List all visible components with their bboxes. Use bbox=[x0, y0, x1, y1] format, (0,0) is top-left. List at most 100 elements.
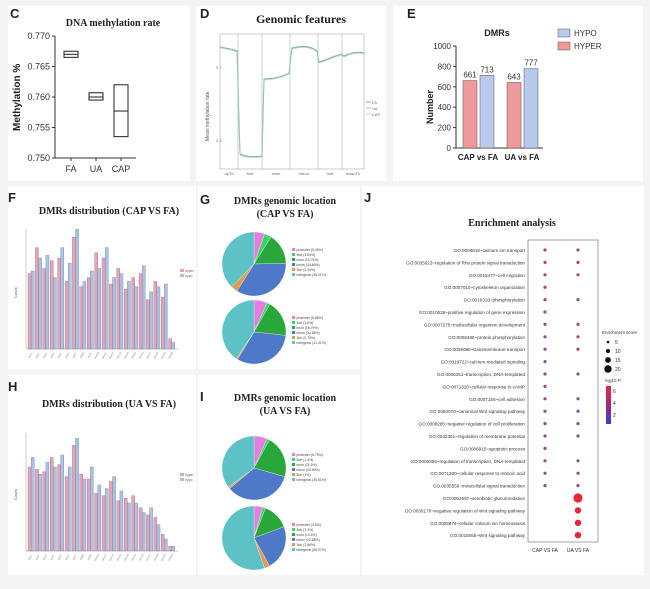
bar-hyper bbox=[64, 281, 69, 350]
dot-cap bbox=[543, 409, 547, 413]
chr-label: chr15 bbox=[130, 351, 137, 360]
bar-hypo bbox=[149, 507, 153, 552]
go-term-label: GO:0016310~phosphorylation bbox=[464, 298, 526, 303]
bar-hypo bbox=[90, 270, 94, 350]
bar-hyper bbox=[146, 299, 150, 350]
bar-hypo bbox=[38, 474, 42, 552]
bar-hypo bbox=[75, 229, 79, 350]
legend-swatch bbox=[292, 533, 295, 536]
dot-cap bbox=[543, 360, 547, 364]
bar-hypo bbox=[97, 484, 101, 552]
color-legend-tick: 2 bbox=[613, 413, 616, 419]
dot-ua bbox=[576, 298, 580, 302]
x-tick-label: CAP bbox=[112, 164, 131, 174]
bar-hypo bbox=[45, 255, 50, 350]
legend-label: 3utr (3.34%) bbox=[297, 268, 316, 272]
y-tick-label: 800 bbox=[438, 62, 452, 71]
bar-hyper bbox=[64, 476, 69, 552]
dot-cap bbox=[543, 384, 547, 388]
chr-label: chr13 bbox=[115, 351, 122, 360]
bar-hyper bbox=[124, 498, 128, 552]
panel-i-title-line2: (UA VS FA) bbox=[259, 406, 311, 417]
bar-hypo bbox=[30, 270, 35, 350]
bar-hypo bbox=[127, 502, 131, 552]
legend-swatch bbox=[292, 263, 295, 266]
bar-hypo bbox=[60, 454, 64, 552]
dot-cap bbox=[543, 322, 547, 326]
dot-ua bbox=[576, 484, 580, 488]
dot-ua bbox=[576, 397, 580, 401]
color-legend-tick: 4 bbox=[613, 401, 616, 407]
legend-swatch bbox=[292, 538, 295, 541]
bar-hypo bbox=[523, 68, 539, 149]
dot-ua bbox=[576, 322, 580, 326]
legend-label: intron (34.66%) bbox=[297, 263, 320, 267]
dot-cap bbox=[543, 248, 547, 252]
chr-label: chr17 bbox=[145, 553, 152, 562]
dot-ua bbox=[573, 493, 583, 503]
methylation-line-fa bbox=[219, 45, 365, 158]
dot-ua bbox=[576, 471, 580, 475]
panel-i: I DMRs genomic location (UA VS FA) promo… bbox=[198, 375, 360, 575]
bar-hyper bbox=[116, 500, 121, 552]
legend-label: 3utr (0.79%) bbox=[297, 336, 316, 340]
bar-hypo bbox=[82, 281, 87, 350]
x-tick-label: CAP VS FA bbox=[532, 548, 558, 554]
bar-hypo bbox=[156, 286, 161, 350]
legend-label: HYPO bbox=[574, 29, 597, 38]
chr-label: chr18 bbox=[152, 553, 159, 562]
size-legend-label: 20 bbox=[615, 367, 621, 373]
genomic-location-cap-pies: promoter (5.45%)5utr (3.63%)exon (15.75%… bbox=[221, 231, 326, 365]
chr-label: chr3 bbox=[42, 352, 49, 359]
legend-label: exon (13.6%) bbox=[297, 533, 317, 537]
bar-hypo bbox=[171, 342, 175, 350]
dot-cap bbox=[543, 335, 547, 339]
bar-hypo bbox=[156, 524, 161, 552]
chr-label: chr3 bbox=[42, 554, 49, 561]
bar-hyper bbox=[131, 495, 135, 552]
chr-label: chr2 bbox=[34, 352, 41, 359]
legend-swatch bbox=[292, 528, 295, 531]
plot-frame bbox=[219, 33, 365, 170]
legend-label: promoter (6.75%) bbox=[297, 453, 323, 457]
chr-label: chr17 bbox=[145, 351, 152, 360]
y-tick-label: 400 bbox=[438, 103, 452, 112]
legend-label: intergenic (41.41%) bbox=[297, 341, 326, 345]
bar-hypo bbox=[53, 277, 57, 350]
dot-cap bbox=[543, 422, 547, 426]
bar-hyper bbox=[109, 283, 113, 350]
go-term-label: GO:0006915~apoptotic process bbox=[460, 446, 526, 451]
pie-slice bbox=[221, 435, 255, 488]
legend-label: hypo bbox=[185, 274, 193, 278]
dot-ua bbox=[576, 260, 580, 264]
legend-label: intron (34.89%) bbox=[297, 468, 320, 472]
dot-cap bbox=[543, 347, 547, 351]
legend-label: intron (22.88%) bbox=[297, 538, 320, 542]
bar-hypo bbox=[30, 457, 35, 552]
chr-label: chr5 bbox=[57, 352, 64, 359]
bar-hyper bbox=[87, 478, 91, 552]
chr-label: chr1 bbox=[27, 352, 34, 359]
dot-cap bbox=[543, 459, 547, 463]
y-axis-label: Count bbox=[13, 286, 18, 298]
go-term-label: GO:0035023~regulation of Rho protein sig… bbox=[406, 260, 525, 265]
bar-hypo bbox=[149, 291, 153, 350]
go-term-label: GO:0016477~cell migration bbox=[469, 273, 525, 278]
bar-hypo bbox=[171, 546, 175, 552]
legend-label: intron (32.58%) bbox=[297, 331, 320, 335]
region-label: 3utr bbox=[327, 171, 335, 176]
legend-label: intergenic (35.61%) bbox=[297, 478, 326, 482]
bar-hypo bbox=[127, 281, 131, 350]
go-term-label: GO:0071300~cellular response to retinoic… bbox=[430, 471, 525, 476]
legend-swatch bbox=[292, 458, 295, 461]
region-label: exon bbox=[272, 171, 281, 176]
bar-hyper bbox=[94, 252, 98, 350]
box-ua bbox=[88, 92, 104, 101]
x-tick-label: UA bbox=[90, 164, 103, 174]
bar-hyper bbox=[506, 82, 522, 149]
panel-g-title-line1: DMRs genomic location bbox=[233, 196, 337, 207]
bar-hypo bbox=[112, 476, 116, 552]
legend-swatch bbox=[180, 274, 184, 277]
chr-label: chr12 bbox=[108, 351, 115, 360]
y-tick-label: 0.755 bbox=[27, 123, 50, 133]
